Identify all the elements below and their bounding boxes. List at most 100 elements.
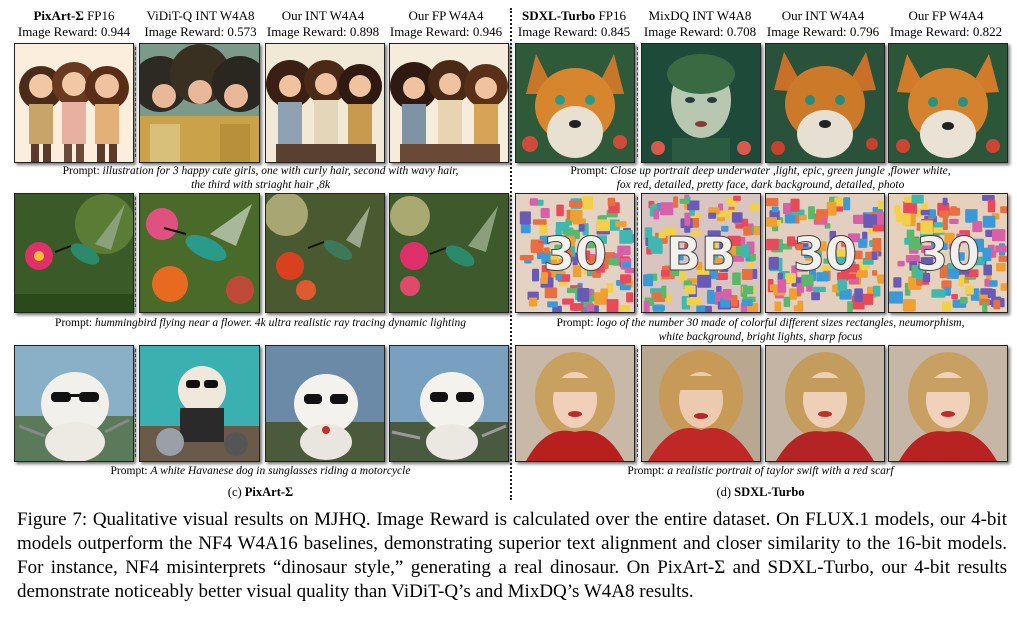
mosaic-tile [908, 237, 923, 250]
mosaic-tile [987, 199, 996, 213]
right-col4-header: Our FP W4A4 Image Reward: 0.822 [889, 8, 1003, 39]
mosaic-tile [559, 280, 568, 287]
mosaic-tile [812, 286, 826, 293]
mosaic-tile [679, 271, 686, 282]
mosaic-tile [565, 248, 573, 261]
portrait-image-fp [888, 345, 1008, 462]
mosaic-tile [672, 248, 684, 261]
mosaic-tile [903, 201, 917, 215]
mosaic-tile [944, 287, 951, 296]
mosaic-tile [741, 269, 753, 280]
logo30-image-mixdq: BB [641, 193, 761, 313]
mosaic-tile [872, 224, 884, 232]
mosaic-tile [530, 243, 544, 250]
left-prompt-1: Prompt: illustration for 3 happy cute gi… [62, 165, 459, 191]
mosaic-tile [1000, 283, 1007, 291]
mosaic-tile [841, 241, 852, 247]
mosaic-tile [932, 227, 945, 233]
mosaic-tile [816, 209, 829, 219]
mosaic-tile [520, 224, 531, 234]
mosaic-tile [707, 230, 721, 240]
mosaic-tile [835, 206, 843, 212]
mosaic-tile [733, 195, 741, 201]
mosaic-tile [948, 243, 957, 250]
right-row1-divider [637, 47, 638, 157]
right-prompt-3: Prompt: a realistic portrait of taylor s… [627, 465, 894, 477]
mosaic-tile [915, 266, 923, 279]
logo-number-text: BB [666, 227, 736, 281]
mosaic-tile [785, 273, 796, 284]
left-subcaption: (c) PixArt-Σ [227, 485, 294, 499]
left-row1-divider [135, 47, 136, 157]
mosaic-tile [742, 244, 750, 258]
mosaic-tile [801, 274, 814, 287]
mosaic-tile [684, 212, 691, 226]
mosaic-tile [719, 237, 728, 251]
mosaic-tile [958, 274, 965, 287]
mosaic-tile [837, 279, 848, 291]
mosaic-tile [854, 288, 863, 302]
mosaic-tile [960, 296, 968, 304]
mosaic-tile [679, 198, 690, 204]
mosaic-tile [731, 212, 743, 223]
mosaic-tile [787, 236, 796, 247]
mosaic-tile [811, 292, 820, 301]
left-row3-divider [135, 349, 136, 457]
mosaic-tile [894, 205, 901, 214]
mosaic-tile [742, 285, 754, 295]
logo30-image-int: 30 [765, 193, 885, 313]
mosaic-tile [539, 222, 548, 235]
mosaic-tile [541, 251, 551, 264]
girls-image-vidit [139, 43, 260, 163]
mosaic-tile [661, 269, 670, 277]
fox-image-fp16 [515, 43, 635, 163]
mosaic-tile [596, 219, 610, 232]
mosaic-tile [972, 238, 984, 253]
mosaic-tile [697, 274, 712, 288]
mosaic-tile [988, 280, 998, 287]
mosaic-tile [550, 259, 557, 273]
portrait-image-int [765, 345, 885, 462]
mosaic-tile [853, 214, 866, 224]
mosaic-tile [597, 243, 604, 257]
mosaic-tile [569, 200, 583, 208]
mosaic-tile [532, 268, 539, 282]
mosaic-tile [596, 235, 607, 244]
left-col2-header: ViDiT-Q INT W4A8 Image Reward: 0.573 [144, 8, 257, 39]
mosaic-tile [749, 253, 756, 261]
mosaic-tile [619, 230, 633, 244]
mosaic-tile [843, 197, 851, 211]
left-col3-header: Our INT W4A4 Image Reward: 0.898 [266, 8, 380, 39]
mosaic-tile [687, 200, 700, 211]
mosaic-tile [893, 277, 902, 288]
mosaic-tile [972, 221, 983, 233]
mosaic-tile [555, 273, 563, 281]
mosaic-tile [766, 198, 779, 207]
girls-image-fp16 [14, 43, 134, 163]
mosaic-tile [581, 196, 593, 210]
mosaic-tile [690, 230, 702, 236]
mosaic-tile [902, 213, 911, 226]
right-subcaption: (d) SDXL-Turbo [716, 485, 805, 499]
mosaic-tile [958, 252, 965, 261]
mosaic-tile [529, 198, 538, 206]
mosaic-tile [803, 246, 817, 259]
mosaic-tile [721, 225, 729, 232]
mosaic-tile [816, 272, 829, 282]
mosaic-tile [587, 241, 597, 248]
mosaic-tile [798, 214, 807, 221]
hummingbird-image-fp [389, 193, 509, 313]
mosaic-tile [790, 198, 800, 212]
mosaic-tile [995, 245, 1007, 253]
girls-image-fp [389, 43, 509, 163]
mosaic-tile [980, 288, 993, 295]
mosaic-tile [730, 295, 738, 307]
mosaic-tile [845, 273, 857, 279]
mosaic-tile [749, 203, 760, 211]
mosaic-tile [911, 265, 917, 278]
fox-image-int [765, 43, 885, 163]
mosaic-tile [519, 211, 531, 225]
mosaic-tile [562, 298, 574, 305]
left-col4-header: Our FP W4A4 Image Reward: 0.946 [389, 8, 503, 39]
mosaic-tile [850, 250, 863, 260]
